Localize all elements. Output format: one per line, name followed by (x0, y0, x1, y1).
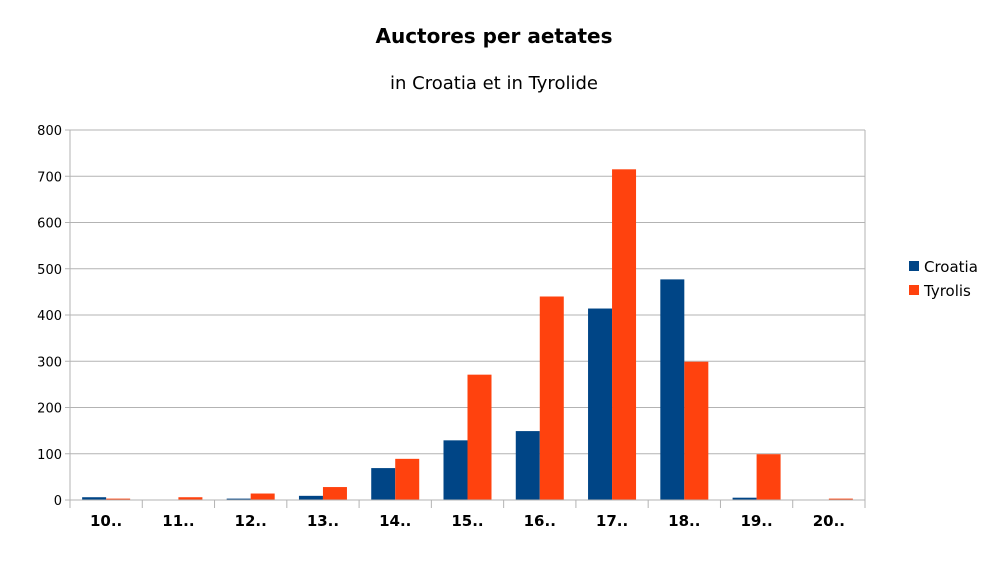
bar-tyrolis-18 (684, 362, 708, 500)
legend: Croatia Tyrolis (909, 258, 978, 300)
bar-croatia-17 (588, 309, 612, 500)
bar-tyrolis-12 (251, 494, 275, 500)
chart-subtitle: in Croatia et in Tyrolide (390, 73, 598, 94)
x-tick-label: 15.. (451, 512, 483, 530)
x-tick-label: 20.. (813, 512, 845, 530)
x-tick-label: 17.. (596, 512, 628, 530)
x-tick-label: 14.. (379, 512, 411, 530)
x-tick-label: 10.. (90, 512, 122, 530)
plot-area: 0 100 200 300 400 500 600 700 800 10.. 11.. 12.. 13.… (37, 124, 865, 530)
x-tick-label: 13.. (307, 512, 339, 530)
bar-croatia-13 (299, 496, 323, 500)
x-tick-label: 18.. (668, 512, 700, 530)
legend-swatch-tyrolis (909, 285, 919, 295)
y-tick-label: 100 (37, 448, 62, 463)
legend-swatch-croatia (909, 261, 919, 271)
bar-croatia-14 (371, 468, 395, 500)
y-tick-label: 0 (54, 494, 62, 509)
x-tick-label: 12.. (235, 512, 267, 530)
x-tick-label: 11.. (162, 512, 194, 530)
y-tick-label: 400 (37, 309, 62, 324)
bar-croatia-18 (660, 279, 684, 500)
bar-tyrolis-15 (468, 375, 492, 500)
bar-tyrolis-17 (612, 169, 636, 500)
bar-croatia-16 (516, 431, 540, 500)
bar-tyrolis-16 (540, 297, 564, 501)
y-tick-label: 800 (37, 124, 62, 139)
legend-label-croatia: Croatia (924, 258, 978, 276)
legend-label-tyrolis: Tyrolis (923, 282, 971, 300)
x-tick-label: 19.. (740, 512, 772, 530)
y-tick-label: 200 (37, 402, 62, 417)
y-tick-label: 500 (37, 263, 62, 278)
bar-tyrolis-13 (323, 487, 347, 500)
y-tick-label: 700 (37, 170, 62, 185)
bar-croatia-15 (444, 440, 468, 500)
x-tick-label: 16.. (524, 512, 556, 530)
bar-tyrolis-19 (757, 454, 781, 500)
y-tick-label: 300 (37, 355, 62, 370)
chart-title: Auctores per aetates (375, 24, 612, 48)
y-tick-label: 600 (37, 217, 62, 232)
bar-tyrolis-14 (395, 459, 419, 500)
